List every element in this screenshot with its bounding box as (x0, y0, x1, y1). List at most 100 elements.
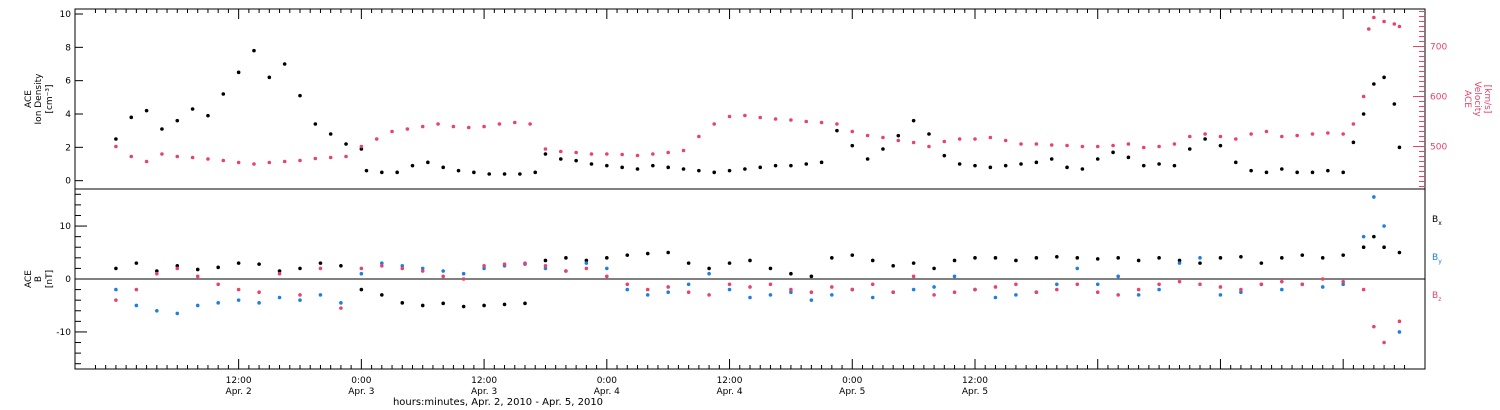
point-ion-density (144, 108, 149, 113)
point-bz (298, 293, 302, 297)
point-velocity (359, 144, 364, 149)
point-ion-density (804, 162, 809, 166)
point-velocity (789, 118, 793, 122)
point-bz (175, 266, 180, 271)
point-velocity (973, 137, 977, 141)
point-bz (523, 261, 527, 265)
point-ion-density (221, 92, 226, 96)
point-bz (1239, 287, 1243, 292)
point-velocity (1361, 94, 1366, 99)
top-left-tick-label: 0 (65, 177, 71, 187)
point-velocity (175, 154, 180, 159)
point-ion-density (942, 153, 947, 158)
point-by (1075, 266, 1080, 271)
point-ion-density (743, 167, 747, 171)
point-bz (1300, 282, 1305, 287)
point-ion-density (395, 170, 399, 175)
point-by (400, 263, 405, 268)
point-bz (584, 266, 589, 271)
point-bx (1341, 253, 1345, 257)
point-bx (809, 274, 814, 279)
point-bx (195, 267, 200, 272)
point-velocity (1310, 132, 1315, 136)
point-velocity (236, 160, 241, 165)
point-velocity (436, 122, 440, 126)
point-ion-density (1295, 170, 1299, 175)
point-bz (1014, 282, 1018, 287)
point-by (1320, 285, 1325, 289)
point-ion-density (1141, 163, 1146, 168)
point-ion-density (1019, 162, 1023, 166)
point-velocity (712, 122, 717, 126)
point-bx (993, 256, 998, 260)
point-by (1239, 290, 1243, 295)
point-by (1055, 282, 1059, 287)
point-by (359, 271, 364, 276)
point-velocity (911, 140, 916, 145)
point-velocity (528, 122, 532, 126)
top-left-tick-label: 6 (65, 77, 71, 87)
point-bz (564, 269, 568, 273)
point-bx (1397, 250, 1402, 255)
point-velocity (1065, 143, 1069, 148)
point-ion-density (574, 158, 578, 163)
point-by (1361, 234, 1366, 239)
point-ion-density (543, 152, 548, 156)
point-by (277, 295, 282, 300)
point-ion-density (1351, 140, 1356, 145)
point-ion-density (1049, 157, 1054, 161)
point-velocity (160, 152, 164, 156)
point-velocity (957, 137, 962, 141)
point-bx (911, 261, 916, 265)
point-velocity (881, 135, 885, 140)
point-by (584, 261, 589, 265)
x-tick-label-time: 0:00 (842, 376, 862, 386)
point-velocity (114, 144, 118, 149)
point-bx (870, 258, 875, 263)
point-velocity (1080, 144, 1085, 149)
x-tick-label-date: Apr. 2 (226, 387, 252, 397)
point-bz (155, 271, 159, 276)
top-left-tick-label: 10 (60, 10, 72, 20)
point-velocity (267, 160, 272, 165)
x-tick-label-date: Apr. 5 (839, 387, 865, 397)
point-velocity (1126, 142, 1131, 146)
point-by (830, 293, 834, 297)
point-velocity (298, 158, 302, 163)
point-by (298, 298, 302, 302)
point-bz (727, 282, 732, 287)
point-bz (502, 262, 507, 266)
point-bz (850, 287, 855, 292)
point-bz (380, 263, 384, 268)
point-ion-density (313, 122, 318, 126)
top-right-label-3: [km/s] (1482, 85, 1492, 114)
point-ion-density (1111, 150, 1115, 155)
point-ion-density (635, 167, 640, 171)
point-velocity (819, 120, 824, 125)
point-ion-density (1361, 112, 1366, 116)
point-bz (932, 293, 936, 297)
point-bx (236, 261, 241, 265)
point-bx (973, 256, 977, 260)
point-by (1198, 256, 1202, 260)
point-velocity (666, 150, 670, 155)
point-bz (1361, 287, 1366, 292)
point-ion-density (1372, 82, 1376, 86)
point-bz (1397, 319, 1402, 324)
bottom-left-tick-label: 10 (60, 222, 72, 232)
point-ion-density (359, 147, 364, 151)
point-by (932, 285, 936, 289)
point-bx (1095, 257, 1100, 261)
point-by (1218, 293, 1223, 297)
point-ion-density (819, 160, 824, 165)
point-bz (1157, 282, 1161, 287)
point-bz (707, 293, 711, 297)
point-bx (502, 302, 507, 307)
point-bx (339, 263, 343, 268)
point-bx (1136, 258, 1141, 263)
point-bz (216, 282, 220, 287)
point-by (1014, 293, 1018, 297)
point-ion-density (160, 127, 164, 131)
point-by (993, 295, 998, 300)
